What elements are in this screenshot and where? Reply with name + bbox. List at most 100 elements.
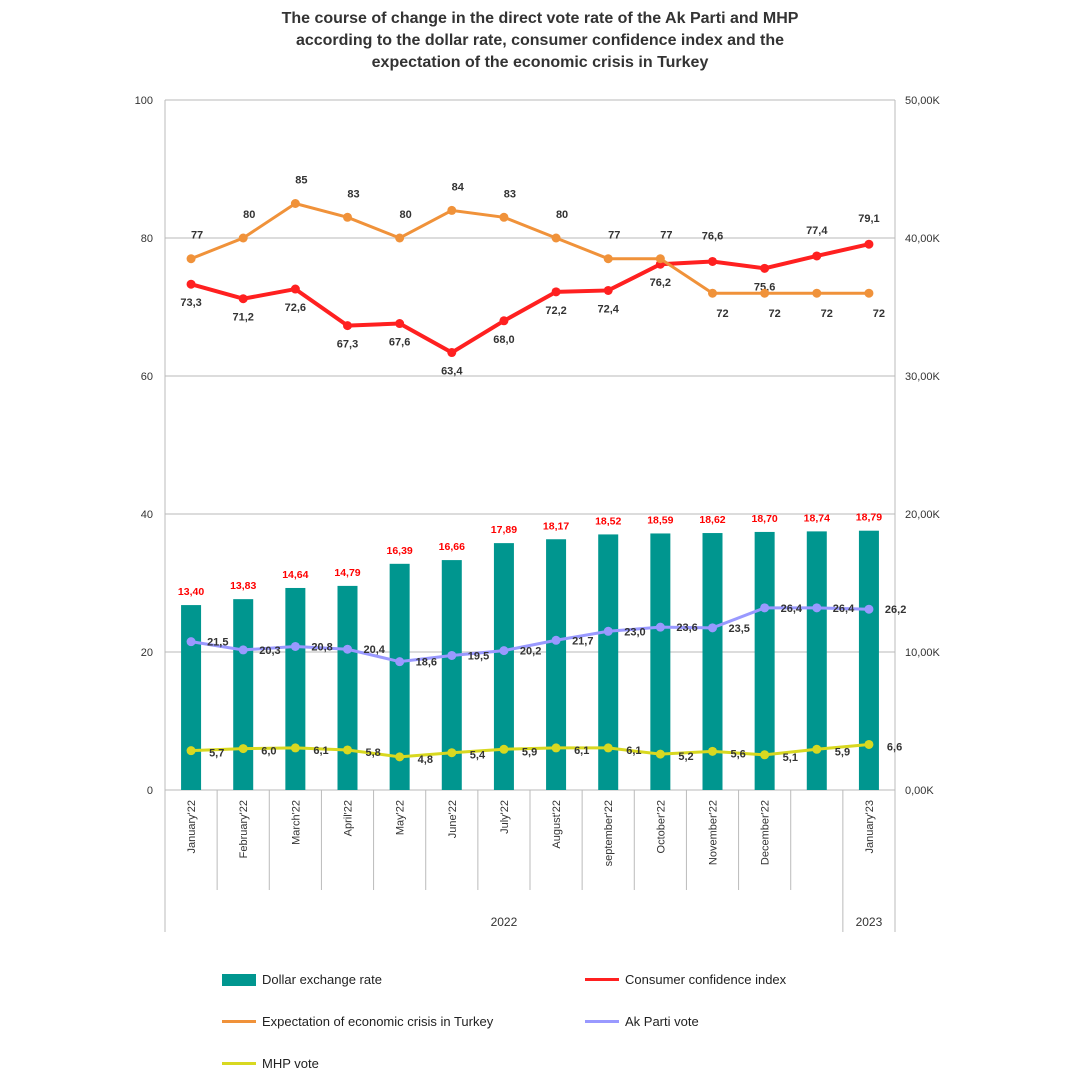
data-point (603, 743, 613, 753)
data-point (655, 622, 665, 632)
bar-data-label: 13,40 (178, 586, 204, 598)
line-data-label: 5,7 (209, 748, 224, 760)
data-point (864, 288, 874, 298)
line-data-label: 76,6 (702, 230, 723, 242)
group-label: 2022 (491, 915, 518, 929)
line-data-label: 26,4 (833, 603, 855, 615)
line-data-label: 21,5 (207, 637, 228, 649)
line-data-label: 72 (873, 308, 885, 320)
right-tick-label: 40,00K (905, 233, 941, 245)
line-data-label: 5,2 (678, 751, 693, 763)
bar-dollar-rate (702, 533, 723, 790)
data-point (864, 239, 874, 249)
line-data-label: 72,2 (545, 305, 566, 317)
right-tick-label: 20,00K (905, 509, 941, 521)
line-data-label: 21,7 (572, 635, 593, 647)
line-data-label: 76,2 (650, 277, 671, 289)
line-data-label: 18,6 (416, 657, 437, 669)
data-point (864, 739, 874, 749)
category-label: september'22 (603, 800, 615, 866)
left-tick-label: 100 (135, 95, 153, 107)
line-data-label: 83 (504, 188, 516, 200)
bar-dollar-rate (285, 587, 306, 790)
line-data-label: 73,3 (180, 297, 201, 309)
bar-dollar-rate (493, 543, 514, 790)
left-tick-label: 40 (141, 509, 153, 521)
line-data-label: 26,4 (781, 603, 803, 615)
line-data-label: 77 (608, 230, 620, 242)
data-point (290, 641, 300, 651)
data-point (812, 251, 822, 261)
line-data-label: 19,5 (468, 650, 489, 662)
category-label: August'22 (551, 800, 563, 849)
line-data-label: 20,8 (311, 641, 332, 653)
data-point (238, 744, 248, 754)
line-data-label: 6,1 (574, 745, 589, 757)
bar-dollar-rate (337, 585, 358, 790)
data-point (551, 233, 561, 243)
legend-confidence: Consumer confidence index (585, 972, 786, 987)
left-tick-label: 0 (147, 785, 153, 797)
legend-swatch-line (222, 1062, 256, 1065)
bar-dollar-rate (546, 539, 567, 790)
legend-label: Ak Parti vote (625, 1014, 699, 1029)
bar-data-label: 14,64 (282, 569, 308, 581)
data-point (603, 285, 613, 295)
category-label: July'22 (499, 800, 511, 834)
bar-data-label: 18,62 (699, 514, 725, 526)
line-data-label: 77 (660, 230, 672, 242)
data-point (186, 746, 196, 756)
bar-dollar-rate (598, 534, 619, 790)
line-data-label: 75,6 (754, 281, 775, 293)
category-label: June'22 (447, 800, 459, 838)
line-data-label: 71,2 (233, 312, 254, 324)
bar-data-label: 14,79 (334, 567, 360, 579)
line-data-label: 6,1 (313, 745, 328, 757)
data-point (343, 321, 352, 331)
line-data-label: 6,1 (626, 745, 641, 757)
category-label: May'22 (395, 800, 407, 835)
data-point (238, 294, 248, 304)
line-expectation-of-economic-crisis-in-turkey (190, 201, 869, 295)
legend-label: Consumer confidence index (625, 972, 787, 987)
legend-label: Dollar exchange rate (262, 972, 382, 987)
line-data-label: 85 (295, 175, 307, 187)
category-label: April'22 (343, 800, 355, 836)
data-point (343, 212, 352, 222)
data-point (760, 263, 770, 273)
line-data-label: 67,6 (389, 337, 410, 349)
bar-dollar-rate (389, 563, 410, 790)
chart-title-line: according to the dollar rate, consumer c… (295, 32, 785, 49)
data-point (186, 254, 196, 264)
line-data-label: 80 (243, 209, 255, 221)
data-point (603, 254, 613, 264)
legend-mhp: MHP vote (222, 1056, 319, 1071)
category-label: January'22 (186, 800, 198, 853)
bar-dollar-rate (806, 531, 827, 790)
category-label: October'22 (655, 800, 667, 853)
line-data-label: 72,4 (598, 303, 620, 315)
left-tick-label: 20 (141, 647, 153, 659)
line-data-label: 80 (556, 209, 568, 221)
data-point (499, 646, 509, 656)
data-point (551, 635, 561, 645)
line-data-label: 5,8 (366, 747, 381, 759)
bar-data-label: 17,89 (491, 524, 517, 536)
data-point (290, 743, 300, 753)
category-label: November'22 (708, 800, 720, 865)
line-data-label: 6,6 (887, 741, 902, 753)
legend-swatch-line (585, 1020, 619, 1023)
data-point (499, 744, 509, 754)
data-point (708, 288, 717, 298)
data-point (760, 750, 770, 760)
line-data-label: 5,6 (731, 748, 746, 760)
left-tick-label: 80 (141, 233, 153, 245)
line-consumer-confidence-index (190, 242, 870, 355)
line-data-label: 20,3 (259, 645, 280, 657)
data-point (290, 284, 300, 294)
bar-dollar-rate (650, 533, 671, 790)
data-point (395, 233, 405, 243)
data-point (343, 644, 352, 654)
line-mhp-vote (191, 742, 870, 759)
data-point (343, 745, 352, 755)
